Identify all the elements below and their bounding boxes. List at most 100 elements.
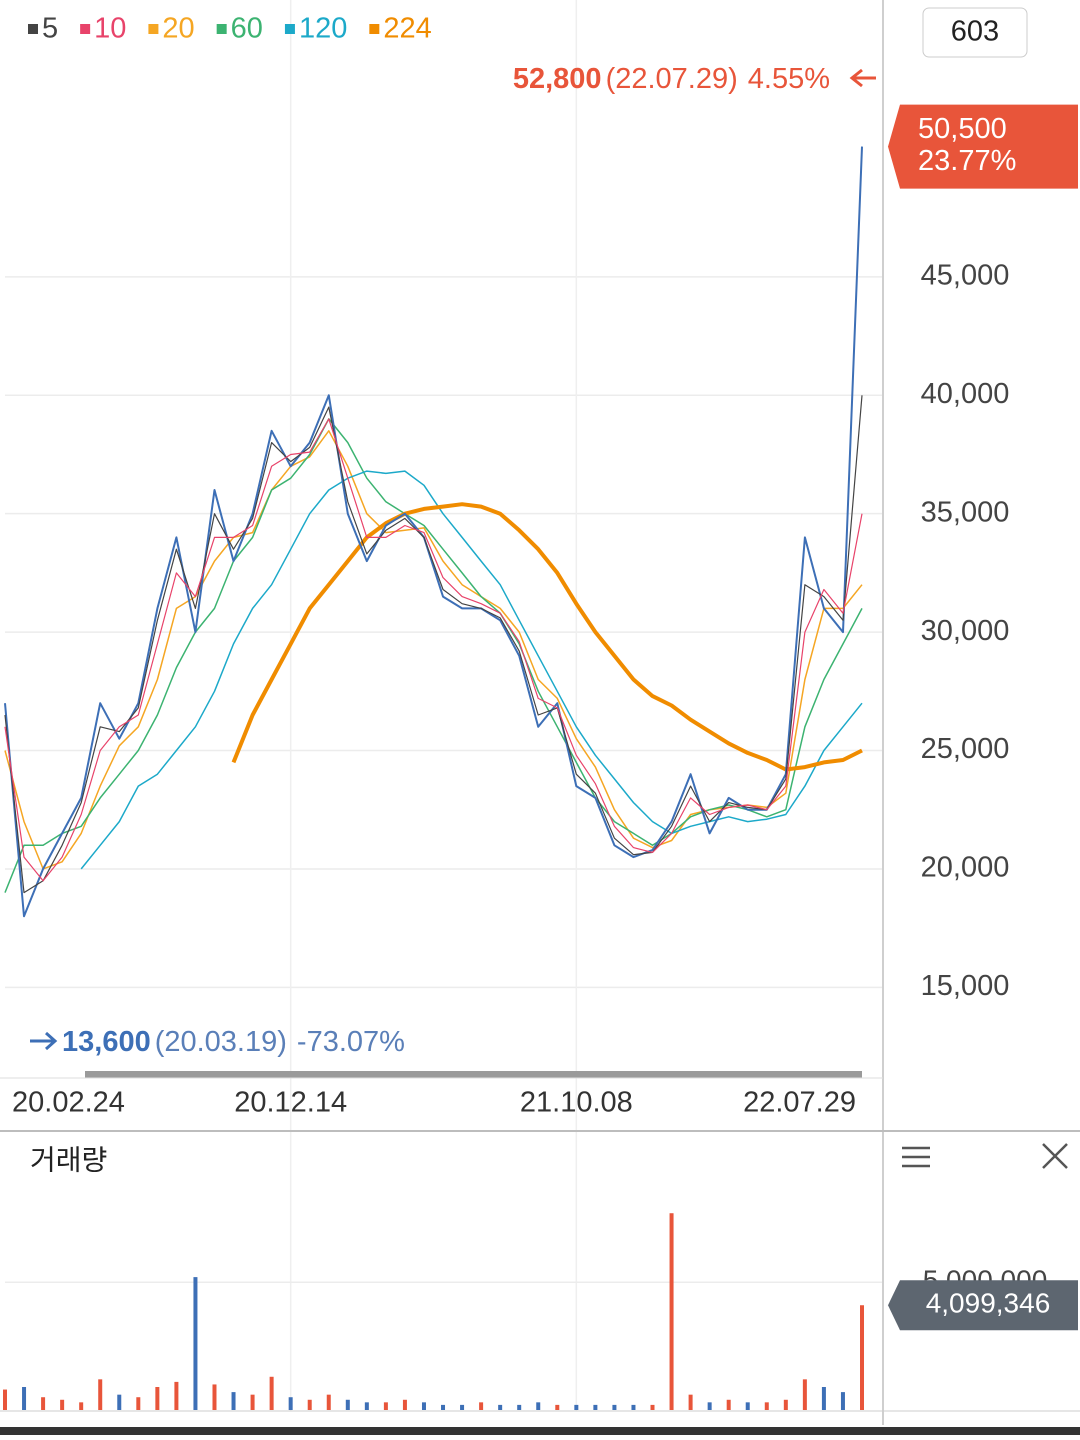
legend-label: 5 (42, 13, 58, 45)
ma-line (231, 502, 863, 772)
legend-swatch (80, 24, 91, 34)
volume-title: 거래량 (30, 1144, 107, 1175)
volume-bar (860, 1305, 864, 1410)
legend-label: 60 (231, 13, 263, 45)
legend: 5 10 20 60 120 224 (28, 13, 432, 45)
y-tick-label: 15,000 (921, 970, 1010, 1002)
volume-bar (840, 1392, 845, 1410)
volume-bar (288, 1397, 293, 1410)
legend-swatch (216, 24, 227, 34)
low-date: (20.03.19) (155, 1026, 287, 1058)
ma-line (80, 470, 863, 870)
high-change: 4.55% (748, 63, 830, 95)
volume-bar (345, 1399, 350, 1410)
y-tick-label: 45,000 (921, 259, 1010, 291)
high-arrow (849, 68, 876, 88)
volume-bar (783, 1399, 788, 1410)
menu-icon[interactable] (902, 1146, 930, 1168)
legend-swatch (284, 24, 295, 34)
low-change: -73.07% (297, 1026, 405, 1058)
x-tick-label: 21.10.08 (520, 1087, 633, 1119)
volume-bar (726, 1399, 731, 1410)
volume-bar (250, 1394, 255, 1410)
legend-swatch (369, 24, 380, 34)
volume-bar (460, 1404, 465, 1410)
volume-bar (98, 1379, 103, 1410)
price-tag (888, 104, 1078, 189)
y-tick-label: 25,000 (921, 733, 1010, 765)
legend-swatch (148, 24, 159, 34)
legend-swatch (28, 24, 38, 34)
volume-bar (155, 1387, 160, 1410)
volume-bar (212, 1384, 217, 1410)
volume-bar (707, 1402, 712, 1410)
volume-bar (269, 1376, 274, 1410)
volume-bar (79, 1402, 84, 1410)
volume-bar (536, 1402, 541, 1410)
volume-tag (888, 1280, 1078, 1331)
volume-bar (745, 1402, 750, 1410)
volume-bar (479, 1402, 484, 1410)
y-tick-label: 35,000 (921, 496, 1010, 528)
volume-bar (117, 1394, 122, 1410)
period-box[interactable] (922, 7, 1028, 58)
volume-bar (22, 1387, 27, 1410)
volume-bar (307, 1399, 312, 1410)
price-line (4, 146, 863, 918)
volume-bar (421, 1402, 426, 1410)
y-tick-label: 30,000 (921, 615, 1010, 647)
y-tick-label: 40,000 (921, 378, 1010, 410)
plot (3, 146, 864, 1410)
volume-bar (402, 1399, 407, 1410)
volume-bar (136, 1397, 141, 1410)
price-tag-change: 23.77% (918, 145, 1016, 177)
volume-bar (669, 1213, 674, 1410)
volume-bar (3, 1389, 7, 1410)
x-tick-label: 22.07.29 (743, 1087, 856, 1119)
volume-bar (574, 1404, 579, 1410)
volume-bar (174, 1381, 179, 1410)
volume-tag-label: 4,099,346 (926, 1288, 1051, 1319)
volume-bar (517, 1404, 522, 1410)
y-tick-label: 20,000 (921, 852, 1010, 884)
ma-line (4, 395, 863, 894)
volume-bar (764, 1402, 769, 1410)
legend-label: 120 (299, 13, 347, 45)
period-label[interactable]: 603 (951, 16, 999, 48)
scrollbar[interactable] (85, 1071, 862, 1078)
high-date: (22.07.29) (606, 63, 738, 95)
volume-bar (631, 1404, 636, 1410)
volume-bar (41, 1397, 46, 1410)
legend-label: 10 (94, 13, 126, 45)
volume-bar (193, 1277, 198, 1410)
high-annotation: 52,800 (22.07.29) 4.55% (513, 63, 830, 95)
low-arrow (30, 1031, 58, 1051)
volume-bar (60, 1399, 65, 1410)
high-price: 52,800 (513, 63, 602, 95)
legend-label: 224 (383, 13, 431, 45)
bottom-bar (0, 1427, 1080, 1435)
x-tick-label: 20.02.24 (12, 1087, 125, 1119)
ma-line (4, 418, 863, 882)
volume-bar (364, 1402, 369, 1410)
close-icon[interactable] (1042, 1143, 1068, 1169)
volume-bar (326, 1394, 331, 1410)
volume-bar (821, 1387, 826, 1410)
legend-label: 20 (162, 13, 194, 45)
volume-bar (802, 1379, 807, 1410)
volume-bar (441, 1404, 446, 1410)
volume-bar (498, 1404, 503, 1410)
volume-bar (555, 1404, 560, 1410)
volume-bar (231, 1392, 236, 1410)
volume-bar (688, 1394, 693, 1410)
ma-line (4, 430, 863, 870)
ma-line (4, 418, 863, 893)
low-annotation: 13,600 (20.03.19) -73.07% (62, 1026, 405, 1058)
volume-bar (593, 1404, 598, 1410)
volume-bar (650, 1404, 655, 1410)
low-price: 13,600 (62, 1026, 151, 1058)
